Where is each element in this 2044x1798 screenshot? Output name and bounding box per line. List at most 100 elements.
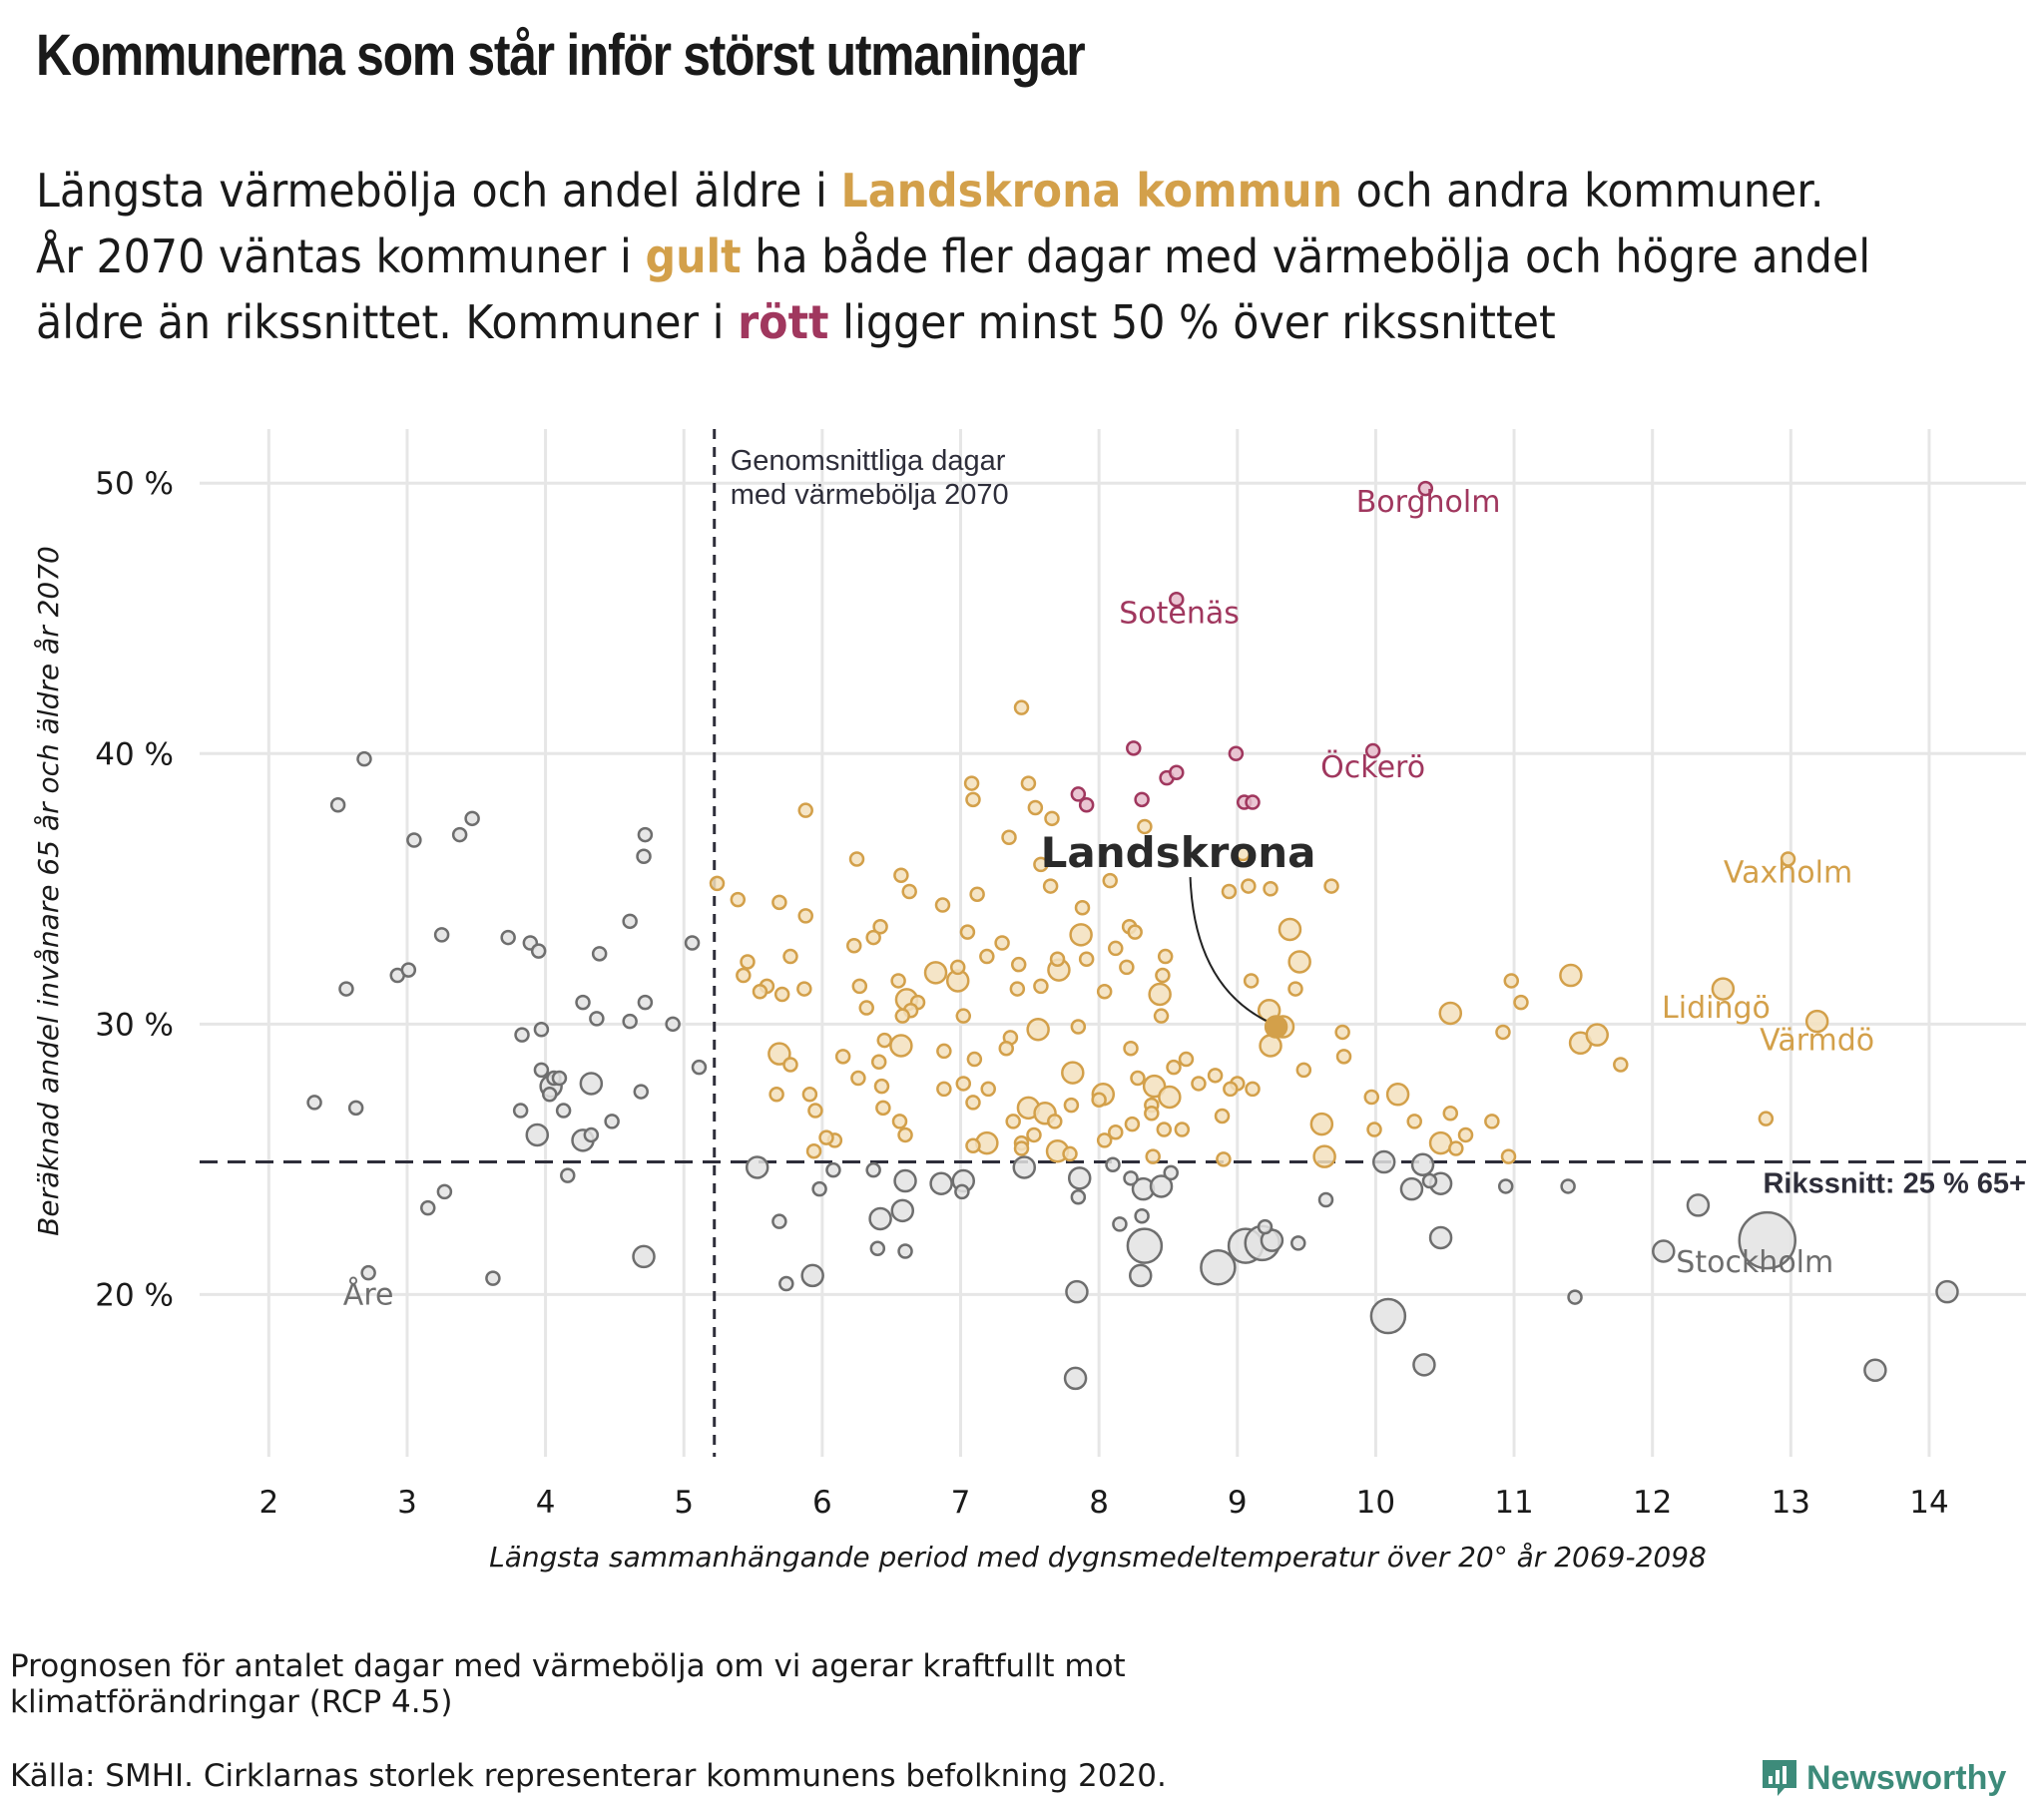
point-gold (730, 891, 747, 908)
point-grey (665, 1016, 681, 1033)
point-grey (1371, 1149, 1396, 1174)
point-labels: Borgholm Sotenäs Öckerö Vaxholm LidingöVärmd… (343, 485, 1874, 1312)
landskrona-point (1264, 1015, 1288, 1039)
point-grey (890, 1198, 915, 1223)
point-gold (890, 973, 906, 989)
point-gold (965, 791, 981, 808)
point-grey (500, 929, 516, 946)
point-gold (955, 1008, 972, 1024)
x-tick-label: 2 (258, 1485, 278, 1521)
point-gold (1070, 1019, 1087, 1035)
x-tick-label: 3 (397, 1485, 417, 1521)
point-gold (1074, 900, 1091, 916)
point-gold (1148, 982, 1172, 1007)
point-gold (773, 986, 790, 1003)
point-gold (1124, 1116, 1141, 1132)
point-grey (433, 927, 450, 943)
point-gold (797, 802, 813, 818)
point-gold (1442, 1106, 1459, 1122)
x-tick-label: 14 (1909, 1485, 1948, 1521)
grid-lines (200, 429, 2026, 1457)
avg-days-label: med värmebölja 2070 (731, 479, 1009, 511)
point-gold (1513, 994, 1529, 1011)
point-grey (514, 1027, 530, 1043)
point-gold (1155, 967, 1171, 984)
avg-days-label: Genomsnittliga dagar (731, 445, 1006, 477)
x-tick-label: 13 (1772, 1485, 1810, 1521)
point-gold (1108, 940, 1124, 957)
point-gold (1062, 1145, 1078, 1162)
point-gold (1123, 1040, 1139, 1057)
point-grey (555, 1103, 572, 1119)
brand-logo: Newsworthy (1761, 1758, 2006, 1798)
point-gold (998, 1040, 1014, 1057)
point-gold (949, 959, 966, 976)
point-grey (637, 994, 654, 1011)
point-gold (1323, 878, 1339, 894)
point-grey (825, 1161, 841, 1178)
point-gold (963, 775, 980, 791)
point-gold (1013, 1140, 1030, 1156)
landskrona-connector (1189, 876, 1272, 1024)
point-gold (1406, 1114, 1422, 1129)
point-label: Åre (343, 1276, 394, 1312)
point-red (1134, 791, 1150, 808)
y-tick-label: 50 % (95, 466, 174, 502)
point-grey (868, 1206, 892, 1231)
point-label: Lidingö (1662, 991, 1771, 1026)
point-gold (889, 1034, 913, 1058)
point-gold (1221, 883, 1238, 900)
point-grey (551, 1070, 568, 1087)
y-tick-label: 30 % (95, 1007, 174, 1043)
point-label: Öckerö (1320, 749, 1425, 785)
point-grey (954, 1183, 970, 1200)
point-gold (851, 978, 868, 995)
point-grey (1065, 1279, 1089, 1304)
point-gold (965, 1095, 981, 1111)
point-gold (1009, 981, 1026, 997)
point-gold (1020, 775, 1037, 791)
point-gold (1245, 1081, 1261, 1098)
point-gold (1259, 1034, 1282, 1058)
point-grey (1067, 1166, 1092, 1190)
point-gold (893, 867, 909, 883)
point-grey (1149, 1174, 1174, 1198)
x-tick-label: 11 (1494, 1485, 1533, 1521)
point-grey (589, 1011, 605, 1027)
point-gold (1063, 1097, 1080, 1114)
point-gold (994, 935, 1010, 951)
point-gold (1457, 1126, 1474, 1143)
point-grey (560, 1167, 576, 1183)
point-grey (530, 943, 547, 959)
point-grey (929, 1171, 953, 1195)
point-gold (965, 1137, 981, 1154)
point-grey (525, 1123, 550, 1147)
point-gold (858, 1000, 874, 1016)
point-gold (1191, 1076, 1207, 1092)
x-tick-label: 7 (951, 1485, 971, 1521)
point-gold (1334, 1024, 1350, 1041)
point-red (1169, 592, 1185, 608)
point-grey (1863, 1358, 1887, 1383)
point-grey (583, 1126, 600, 1143)
point-red (1228, 745, 1245, 762)
point-gold (850, 1070, 866, 1087)
landskrona-label: Landskrona (1041, 828, 1316, 877)
point-gold (1295, 1062, 1312, 1079)
point-gold (1013, 699, 1030, 715)
point-gold (1096, 984, 1113, 1000)
point-gold (1495, 1024, 1511, 1041)
point-gold (1078, 951, 1095, 968)
point-grey (1112, 1216, 1128, 1232)
point-grey (542, 1087, 558, 1103)
point-grey (1063, 1366, 1088, 1391)
point-gold (752, 984, 768, 1000)
data-points (306, 480, 1959, 1391)
point-gold (1044, 810, 1060, 827)
point-grey (306, 1095, 322, 1111)
point-grey (1200, 1249, 1237, 1286)
point-grey (893, 1168, 917, 1193)
point-grey (360, 1264, 376, 1281)
point-grey (356, 750, 372, 767)
